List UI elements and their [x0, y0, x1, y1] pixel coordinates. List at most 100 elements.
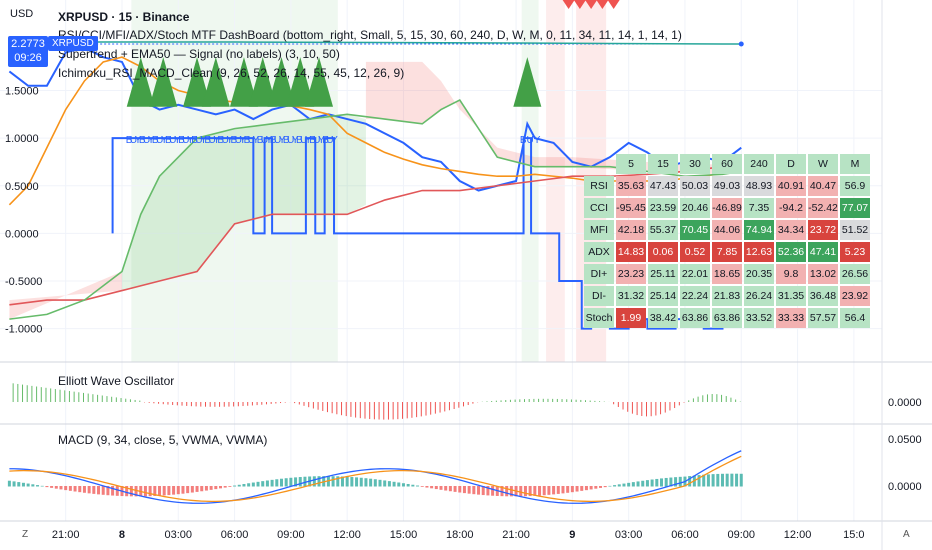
- macd-hist-bar: [350, 477, 354, 487]
- macd-hist-bar: [303, 476, 307, 487]
- auto-scale-z-button[interactable]: Z: [22, 529, 29, 540]
- buy-triangle: [513, 57, 542, 107]
- macd-hist-bar: [500, 486, 504, 497]
- dashboard-cell: 42.18: [616, 220, 646, 240]
- macd-hist-bar: [434, 486, 438, 490]
- macd-hist-bar: [711, 474, 715, 487]
- macd-hist-bar: [547, 486, 551, 495]
- dashboard-cell: 48.93: [744, 176, 774, 196]
- dashboard-row: DI- 31.32 25.14 22.24 21.83 26.24 31.35 36.48 23…: [584, 286, 870, 306]
- macd-hist-bar: [491, 486, 495, 496]
- dashboard-cell: 12.63: [744, 242, 774, 262]
- y-axis: 1.5000 1.0000 0.5000 0.0000 -0.5000 -1.0000: [5, 86, 42, 336]
- macd-hist-bar: [406, 483, 410, 487]
- macd-hist-bar: [589, 486, 593, 490]
- macd-title[interactable]: MACD (9, 34, close, 5, VWMA, VWMA): [58, 433, 268, 447]
- auto-scale-a-button[interactable]: A: [903, 529, 910, 540]
- y-tick-label: -0.5000: [5, 276, 42, 288]
- indicator-legend-supertrend[interactable]: Supertrend + EMA50 — Signal (no labels) …: [58, 47, 340, 61]
- macd-hist-bar: [172, 486, 176, 495]
- macd-hist-bar: [242, 484, 246, 487]
- macd-hist-bar: [645, 480, 649, 487]
- macd-hist-bar: [383, 480, 387, 487]
- macd-hist-bar: [608, 485, 612, 487]
- dashboard-cell: 18.65: [712, 264, 742, 284]
- macd-hist-bar: [697, 475, 701, 487]
- macd-hist-bar: [519, 486, 523, 497]
- dashboard-cell: 70.45: [680, 220, 710, 240]
- sell-triangle: [596, 0, 609, 9]
- macd-hist-bar: [411, 484, 415, 487]
- symbol-title[interactable]: XRPUSD · 15 · Binance: [58, 10, 190, 24]
- dashboard-header-cell: D: [776, 154, 806, 174]
- dashboard-row: ADX 14.83 0.06 0.52 7.85 12.63 52.36 47.41 5.23: [584, 242, 870, 262]
- macd-hist-bar: [505, 486, 509, 497]
- macd-hist-bar: [566, 486, 570, 493]
- buy-triangle: [183, 57, 212, 107]
- macd-hist-bar: [21, 482, 25, 487]
- macd-hist-bar: [369, 478, 373, 487]
- macd-hist-bar: [477, 486, 481, 495]
- macd-hist-bar: [125, 486, 129, 497]
- macd-hist-bar: [87, 486, 91, 494]
- macd-hist-bar: [312, 476, 316, 487]
- dashboard-header-cell: 240: [744, 154, 774, 174]
- macd-hist-bar: [97, 486, 101, 495]
- macd-hist-bar: [68, 486, 72, 491]
- macd-hist-bar: [237, 484, 241, 487]
- dashboard-cell: 23.92: [840, 286, 870, 306]
- macd-hist-bar: [186, 486, 190, 494]
- x-tick-label: 09:00: [727, 529, 755, 541]
- dashboard-cell: 35.63: [616, 176, 646, 196]
- dashboard-cell: 26.24: [744, 286, 774, 306]
- macd-hist-bar: [669, 477, 673, 487]
- dashboard-cell: 7.85: [712, 242, 742, 262]
- dashboard-header-cell: 60: [712, 154, 742, 174]
- macd-hist-bar: [387, 481, 391, 487]
- dashboard-cell: 52.36: [776, 242, 806, 262]
- macd-hist-bar: [735, 473, 739, 487]
- dashboard-cell: 51.52: [840, 220, 870, 240]
- indicator-legend-ichimoku[interactable]: Ichimoku_RSI_MACD_Clean (9, 26, 52, 26, …: [58, 66, 405, 80]
- macd-panel: 0.0500 0.0000: [7, 434, 922, 504]
- macd-hist-bar: [430, 486, 434, 489]
- dashboard-cell: 26.56: [840, 264, 870, 284]
- x-tick-label: 03:00: [615, 529, 643, 541]
- indicator-legend-dashboard[interactable]: RSI/CCI/MFI/ADX/Stoch MTF DashBoard (bot…: [58, 28, 682, 42]
- macd-hist-bar: [523, 486, 527, 497]
- macd-hist-bar: [378, 479, 382, 487]
- macd-hist-bar: [148, 486, 152, 497]
- macd-hist-bar: [641, 480, 645, 487]
- time-axis[interactable]: 21:00 8 03:00 06:00 09:00 12:00 15:00 18:00 21:0…: [52, 529, 865, 541]
- macd-hist-bar: [214, 486, 218, 490]
- macd-hist-bar: [730, 473, 734, 487]
- macd-hist-bar: [340, 476, 344, 487]
- last-price-value: 2.2773: [11, 38, 45, 50]
- x-tick-label: 8: [119, 529, 125, 541]
- dashboard-cell: 13.02: [808, 264, 838, 284]
- macd-hist-bar: [331, 476, 335, 487]
- macd-hist-bar: [552, 486, 556, 495]
- mtf-dashboard-table: 5 15 30 60 240 D W M RSI 35.63 47.43 50.03 49.03 48.9…: [582, 152, 872, 330]
- x-tick-label: 06:00: [671, 529, 699, 541]
- signal-band: [546, 0, 565, 362]
- cloud-bearish: [365, 61, 723, 175]
- macd-hist-bar: [64, 486, 68, 491]
- dashboard-cell: -46.89: [712, 198, 742, 218]
- macd-hist-bar: [284, 478, 288, 487]
- dashboard-cell: 14.83: [616, 242, 646, 262]
- macd-hist-bar: [294, 477, 298, 487]
- dashboard-cell: 56.4: [840, 308, 870, 328]
- macd-hist-bar: [678, 476, 682, 487]
- dashboard-cell: 44.06: [712, 220, 742, 240]
- x-tick-label: 21:00: [502, 529, 530, 541]
- signal-line: [9, 455, 742, 503]
- dashboard-cell: 5.23: [840, 242, 870, 262]
- ewo-title[interactable]: Elliott Wave Oscillator: [58, 374, 175, 388]
- macd-hist-bar: [233, 485, 237, 487]
- macd-hist-bar: [373, 479, 377, 487]
- macd-hist-bar: [279, 478, 283, 487]
- currency-label[interactable]: USD: [10, 8, 34, 20]
- macd-hist-bar: [101, 486, 105, 495]
- dashboard-header-cell: W: [808, 154, 838, 174]
